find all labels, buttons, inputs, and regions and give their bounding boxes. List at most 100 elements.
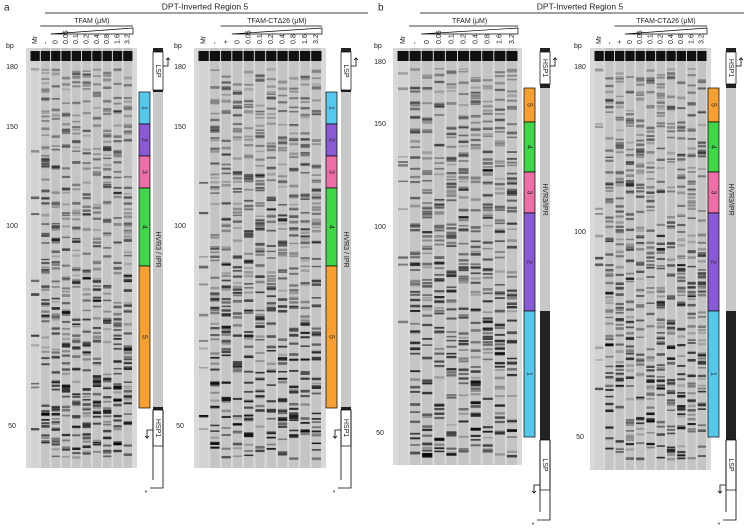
band (300, 97, 310, 100)
band (123, 397, 132, 401)
band (92, 317, 102, 320)
band (697, 384, 706, 387)
band (244, 235, 254, 239)
band (666, 130, 676, 133)
band (113, 109, 122, 113)
band (51, 437, 60, 440)
band (434, 347, 445, 351)
band (113, 383, 122, 386)
band (300, 212, 310, 214)
band (410, 310, 421, 312)
band (656, 105, 665, 107)
band (221, 398, 231, 402)
band (289, 195, 299, 199)
band (255, 224, 265, 228)
band (103, 423, 112, 426)
band (300, 228, 310, 231)
band (605, 372, 614, 374)
band (82, 288, 91, 291)
band (82, 252, 91, 255)
band (113, 223, 122, 226)
wedge (421, 27, 519, 35)
band (470, 114, 481, 118)
band (446, 352, 457, 355)
band (636, 235, 645, 238)
band (266, 295, 276, 297)
band (470, 176, 481, 179)
band (656, 332, 665, 334)
band (410, 181, 421, 184)
band (289, 234, 299, 237)
band (422, 247, 433, 250)
band (61, 309, 71, 312)
band (482, 335, 493, 338)
band (300, 314, 310, 317)
band (677, 450, 686, 454)
band (266, 287, 276, 291)
band (506, 136, 517, 139)
band (277, 409, 288, 413)
band (615, 319, 624, 322)
band (625, 191, 635, 194)
band (615, 177, 624, 181)
band (221, 342, 231, 345)
band (646, 247, 655, 250)
region-label: 4 (710, 145, 717, 149)
band (656, 248, 665, 251)
band (625, 214, 635, 216)
band (666, 446, 676, 449)
band (92, 381, 102, 384)
band (300, 429, 310, 433)
band (266, 143, 276, 145)
band (687, 171, 696, 173)
band (646, 69, 655, 72)
band (636, 288, 645, 292)
lane-label: 0.05 (63, 30, 70, 44)
band (51, 381, 60, 383)
band (244, 337, 254, 340)
band (82, 130, 91, 132)
band (605, 322, 614, 325)
band (687, 404, 696, 408)
band (221, 427, 231, 429)
band (656, 322, 665, 325)
band (113, 150, 122, 153)
band (300, 265, 310, 268)
band (123, 278, 132, 282)
band (656, 235, 665, 237)
band (656, 286, 665, 290)
band (289, 284, 299, 287)
band (51, 165, 60, 168)
band (605, 334, 614, 338)
band (458, 281, 469, 284)
band (82, 75, 91, 78)
band (422, 212, 433, 215)
band (646, 79, 655, 82)
band (31, 196, 40, 199)
band (482, 449, 493, 452)
band (422, 118, 433, 122)
band (61, 114, 71, 117)
band (625, 228, 635, 232)
band (255, 221, 265, 224)
band (123, 196, 132, 200)
band (103, 186, 112, 189)
band (277, 204, 288, 206)
band (494, 291, 505, 295)
band (656, 393, 665, 396)
band (494, 205, 505, 209)
band (458, 186, 469, 190)
band (410, 101, 421, 104)
band (506, 339, 517, 343)
band (221, 333, 231, 336)
band (266, 208, 276, 211)
band (232, 447, 243, 450)
band (677, 426, 686, 430)
band (615, 95, 624, 98)
band (422, 285, 433, 288)
band (677, 294, 686, 296)
band (289, 167, 299, 170)
star: * (532, 522, 535, 529)
band (210, 203, 220, 205)
band (677, 335, 686, 338)
